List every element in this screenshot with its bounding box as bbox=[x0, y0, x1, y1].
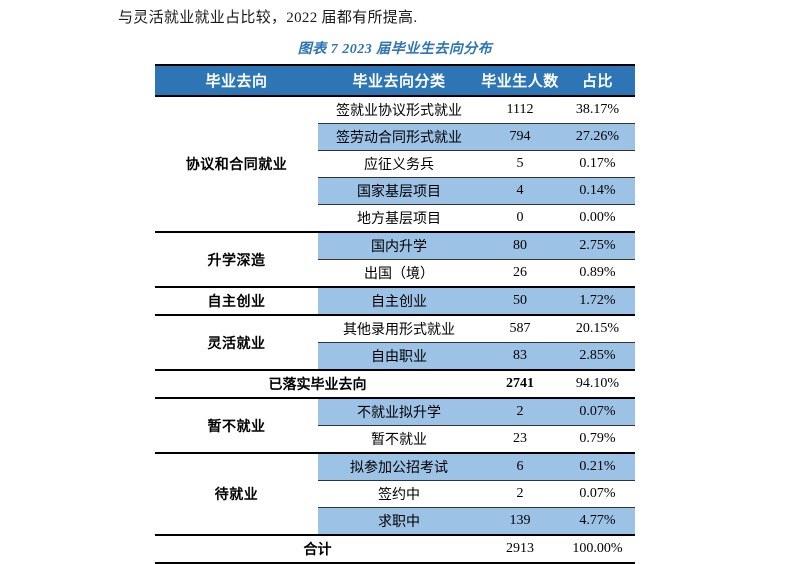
col-header-count: 毕业生人数 bbox=[480, 65, 560, 97]
category-cell: 签约中 bbox=[318, 480, 480, 508]
pct-cell: 0.07% bbox=[560, 398, 635, 426]
count-cell: 794 bbox=[480, 123, 560, 151]
pct-cell: 0.21% bbox=[560, 453, 635, 481]
col-header-category: 毕业去向分类 bbox=[318, 65, 480, 97]
summary-label-cell: 已落实毕业去向 bbox=[155, 370, 480, 399]
category-cell: 签就业协议形式就业 bbox=[318, 96, 480, 124]
count-cell: 2913 bbox=[480, 535, 560, 564]
table-row: 求职中 139 4.77% bbox=[155, 507, 635, 536]
category-cell: 地方基层项目 bbox=[318, 204, 480, 233]
document-page: { "document": { "paragraph": "与灵活就业就业占比较… bbox=[118, 10, 635, 564]
table-row: 地方基层项目 0 0.00% bbox=[155, 204, 635, 233]
pct-cell: 100.00% bbox=[560, 535, 635, 564]
group-cell-self-employment: 自主创业 bbox=[155, 287, 318, 316]
count-cell: 23 bbox=[480, 425, 560, 454]
table-row: 协议和合同就业 签就业协议形式就业 1112 38.17% bbox=[155, 96, 635, 233]
category-cell: 自主创业 bbox=[318, 287, 480, 316]
count-cell: 587 bbox=[480, 315, 560, 343]
category-cell: 应征义务兵 bbox=[318, 150, 480, 178]
table-row: 暂不就业 不就业拟升学 2 0.07% bbox=[155, 398, 635, 454]
table-row: 自由职业 83 2.85% bbox=[155, 342, 635, 371]
category-cell: 暂不就业 bbox=[318, 425, 480, 454]
pct-cell: 0.89% bbox=[560, 259, 635, 288]
pct-cell: 0.17% bbox=[560, 150, 635, 178]
category-cell: 不就业拟升学 bbox=[318, 398, 480, 426]
table-row: 国家基层项目 4 0.14% bbox=[155, 177, 635, 205]
count-cell: 2741 bbox=[480, 370, 560, 399]
group-cell-not-employed-yet: 暂不就业 bbox=[155, 398, 318, 454]
category-cell: 签劳动合同形式就业 bbox=[318, 123, 480, 151]
table-row: 自主创业 自主创业 50 1.72% bbox=[155, 287, 635, 316]
category-cell: 国家基层项目 bbox=[318, 177, 480, 205]
pct-cell: 2.85% bbox=[560, 342, 635, 371]
table-row: 待就业 拟参加公招考试 6 0.21% bbox=[155, 453, 635, 536]
category-cell: 出国（境） bbox=[318, 259, 480, 288]
category-cell: 求职中 bbox=[318, 507, 480, 536]
pct-cell: 4.77% bbox=[560, 507, 635, 536]
category-cell: 其他录用形式就业 bbox=[318, 315, 480, 343]
table-row: 签约中 2 0.07% bbox=[155, 480, 635, 508]
count-cell: 1112 bbox=[480, 96, 560, 124]
group-cell-further-study: 升学深造 bbox=[155, 232, 318, 288]
category-cell: 国内升学 bbox=[318, 232, 480, 260]
count-cell: 2 bbox=[480, 480, 560, 508]
table-caption: 图表 7 2023 届毕业生去向分布 bbox=[297, 42, 493, 57]
total-row: 合计 2913 100.00% bbox=[155, 535, 635, 564]
table-row: 升学深造 国内升学 80 2.75% bbox=[155, 232, 635, 288]
count-cell: 5 bbox=[480, 150, 560, 178]
table-row: 出国（境） 26 0.89% bbox=[155, 259, 635, 288]
count-cell: 6 bbox=[480, 453, 560, 481]
pct-cell: 1.72% bbox=[560, 287, 635, 316]
table-row: 签劳动合同形式就业 794 27.26% bbox=[155, 123, 635, 151]
pct-cell: 0.79% bbox=[560, 425, 635, 454]
count-cell: 0 bbox=[480, 204, 560, 233]
count-cell: 80 bbox=[480, 232, 560, 260]
col-header-pct: 占比 bbox=[560, 65, 635, 97]
table-row: 暂不就业 23 0.79% bbox=[155, 425, 635, 454]
table-row: 应征义务兵 5 0.17% bbox=[155, 150, 635, 178]
pct-cell: 0.14% bbox=[560, 177, 635, 205]
category-cell: 自由职业 bbox=[318, 342, 480, 371]
count-cell: 139 bbox=[480, 507, 560, 536]
pct-cell: 27.26% bbox=[560, 123, 635, 151]
pct-cell: 20.15% bbox=[560, 315, 635, 343]
body-paragraph: 与灵活就业就业占比较，2022 届都有所提高. bbox=[118, 10, 418, 26]
count-cell: 2 bbox=[480, 398, 560, 426]
summary-row: 已落实毕业去向 2741 94.10% bbox=[155, 370, 635, 399]
group-cell-agreement: 协议和合同就业 bbox=[155, 96, 318, 233]
count-cell: 50 bbox=[480, 287, 560, 316]
pct-cell: 2.75% bbox=[560, 232, 635, 260]
category-cell: 拟参加公招考试 bbox=[318, 453, 480, 481]
col-header-destination: 毕业去向 bbox=[155, 65, 318, 97]
table-header-row: 毕业去向 毕业去向分类 毕业生人数 占比 bbox=[155, 65, 635, 97]
pct-cell: 0.07% bbox=[560, 480, 635, 508]
count-cell: 4 bbox=[480, 177, 560, 205]
count-cell: 26 bbox=[480, 259, 560, 288]
pct-cell: 0.00% bbox=[560, 204, 635, 233]
group-cell-awaiting: 待就业 bbox=[155, 453, 318, 536]
employment-destination-table: 毕业去向 毕业去向分类 毕业生人数 占比 协议和合同就业 签就业协议形式就业 1… bbox=[155, 64, 635, 564]
count-cell: 83 bbox=[480, 342, 560, 371]
pct-cell: 38.17% bbox=[560, 96, 635, 124]
pct-cell: 94.10% bbox=[560, 370, 635, 399]
group-cell-flexible: 灵活就业 bbox=[155, 315, 318, 371]
table-row: 灵活就业 其他录用形式就业 587 20.15% bbox=[155, 315, 635, 371]
total-label-cell: 合计 bbox=[155, 535, 480, 564]
